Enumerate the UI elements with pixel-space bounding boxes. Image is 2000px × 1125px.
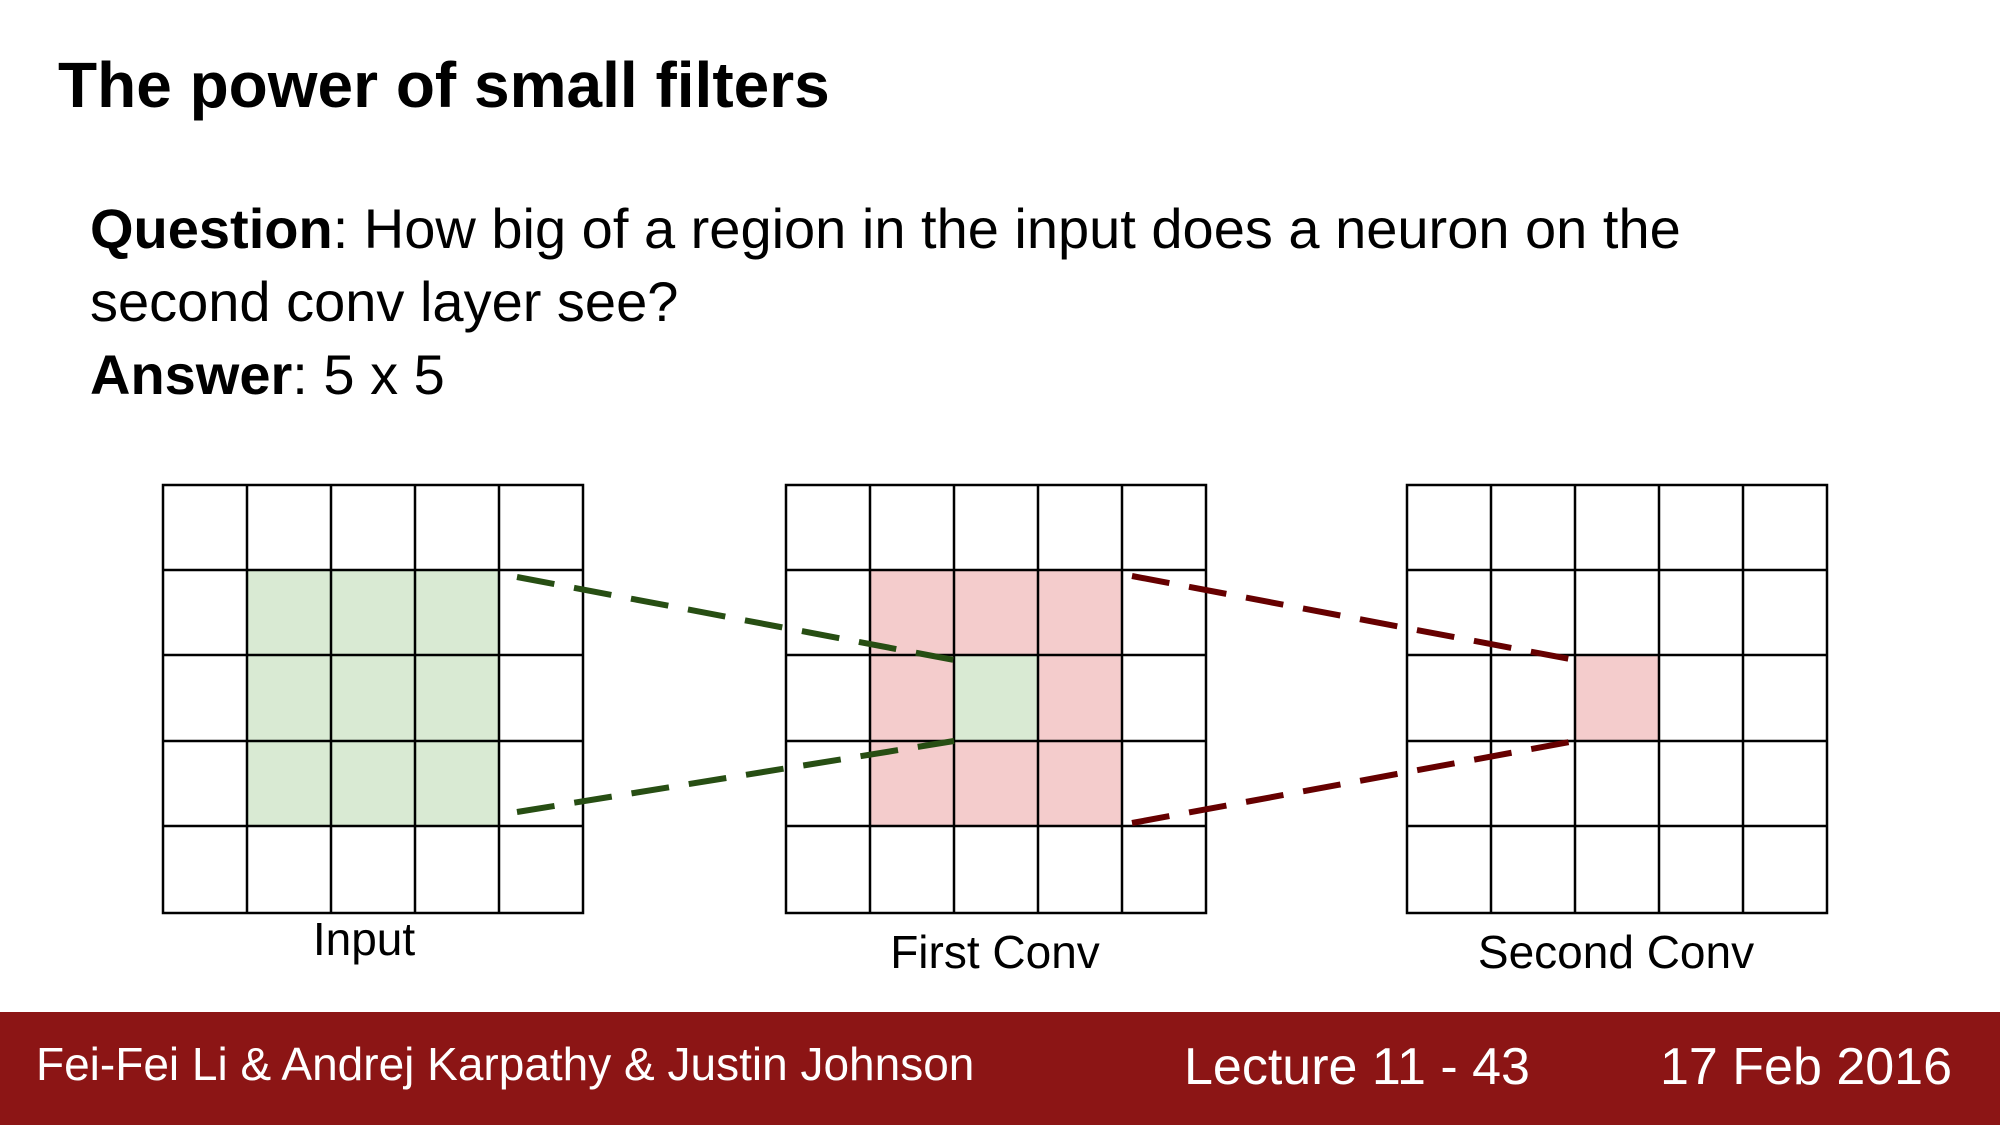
question-answer-block: Question: How big of a region in the inp… (90, 192, 1920, 411)
second-conv-center-cell (1575, 655, 1659, 741)
second-conv-grid (1405, 483, 1829, 915)
answer-line: Answer: 5 x 5 (90, 338, 1920, 411)
input-label: Input (313, 913, 416, 965)
question-line: Question: How big of a region in the inp… (90, 192, 1920, 265)
first-to-second-conv-connectors (1131, 573, 1576, 826)
question-label: Question (90, 197, 333, 260)
answer-label: Answer (90, 343, 293, 406)
slide-title: The power of small filters (58, 49, 830, 121)
second-conv-label: Second Conv (1478, 926, 1754, 978)
connector-bottom-red (1131, 738, 1576, 826)
question-line-2: second conv layer see? (90, 270, 679, 333)
receptive-field-diagram: Input First Conv Second Conv (161, 483, 1829, 978)
connector-bottom-green (516, 738, 955, 815)
connector-top-red (1131, 573, 1576, 663)
connector-top-green (516, 574, 955, 663)
answer-text: : 5 x 5 (292, 343, 445, 406)
input-highlight-region (247, 570, 499, 826)
footer-lecture-number: Lecture 11 - 43 (1184, 1038, 1530, 1096)
first-conv-center-cell (954, 655, 1038, 741)
input-to-first-conv-connectors (516, 574, 955, 815)
first-conv-grid (784, 483, 1208, 915)
input-grid (161, 483, 585, 915)
footer-bar: Fei-Fei Li & Andrej Karpathy & Justin Jo… (0, 1012, 2000, 1125)
question-text: : How big of a region in the input does … (332, 197, 1681, 260)
footer-authors: Fei-Fei Li & Andrej Karpathy & Justin Jo… (36, 1038, 975, 1090)
first-conv-label: First Conv (890, 926, 1100, 978)
footer-date: 17 Feb 2016 (1660, 1038, 1953, 1096)
